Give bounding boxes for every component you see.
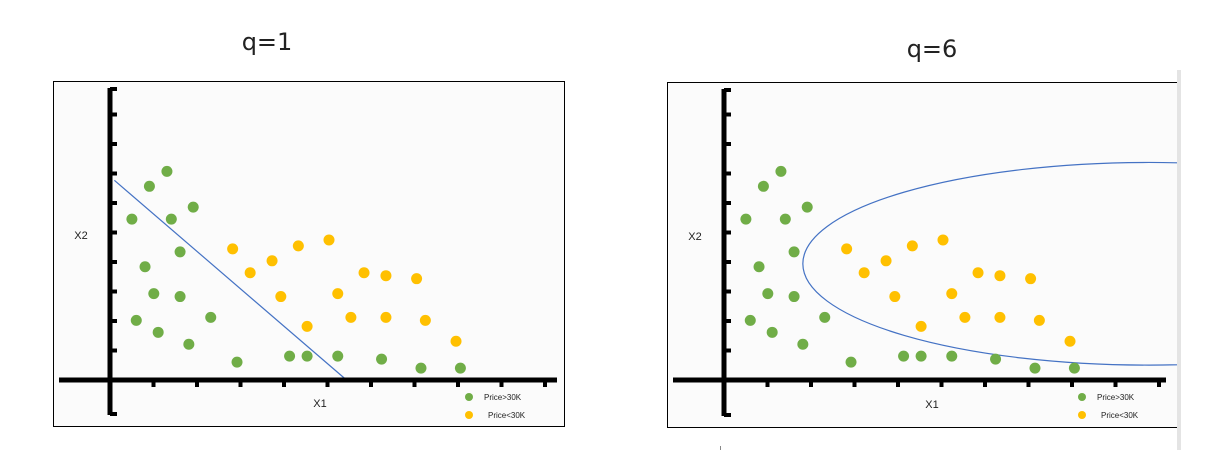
chart-title-q6: q=6: [906, 35, 958, 63]
data-point-orange: [358, 267, 370, 279]
data-point-green: [284, 350, 296, 362]
data-point-orange: [889, 291, 901, 303]
data-point-orange: [323, 234, 335, 246]
data-point-green: [205, 311, 217, 323]
data-point-green: [779, 213, 791, 225]
data-point-green: [231, 356, 243, 368]
y-axis-label: X2: [688, 231, 701, 243]
data-point-orange: [244, 267, 256, 279]
data-point-green: [898, 350, 910, 362]
data-point-orange: [937, 234, 949, 246]
data-point-green: [376, 353, 388, 365]
data-point-orange: [946, 288, 958, 300]
data-point-green: [801, 201, 813, 213]
data-point-orange: [915, 320, 927, 332]
data-point-green: [130, 314, 142, 326]
data-point-green: [753, 261, 765, 273]
data-point-green: [301, 350, 313, 362]
decision-boundary-ellipse: [802, 161, 1177, 366]
data-point-green: [332, 350, 344, 362]
data-point-orange: [994, 270, 1006, 282]
data-point-green: [148, 288, 160, 300]
data-point-orange: [332, 288, 344, 300]
data-point-orange: [1064, 335, 1076, 347]
data-point-green: [187, 201, 199, 213]
data-point-orange: [1033, 314, 1045, 326]
data-point-green: [740, 213, 752, 225]
data-point-green: [845, 356, 857, 368]
legend-marker: [1078, 411, 1086, 419]
data-point-orange: [858, 267, 870, 279]
legend-marker: [465, 411, 473, 419]
data-point-green: [757, 180, 769, 192]
decision-boundary-line: [113, 179, 347, 381]
data-point-green: [143, 180, 155, 192]
data-point-green: [788, 291, 800, 303]
data-point-green: [152, 326, 164, 338]
data-point-orange: [380, 311, 392, 323]
data-point-green: [788, 246, 800, 258]
data-point-green: [139, 261, 151, 273]
legend-label: Price<30K: [488, 411, 526, 420]
data-point-orange: [959, 311, 971, 323]
data-point-orange: [380, 270, 392, 282]
data-point-green: [990, 353, 1002, 365]
legend-marker: [465, 393, 473, 401]
data-point-orange: [972, 267, 984, 279]
data-point-orange: [227, 243, 239, 255]
chart-panel-q1: X2 X1 Price>30K Price<30K: [53, 81, 565, 427]
data-point-orange: [450, 335, 462, 347]
data-point-orange: [841, 243, 853, 255]
data-point-orange: [1025, 273, 1037, 285]
legend-label: Price>30K: [1097, 393, 1135, 402]
scatter-plot-q6: X2 X1 Price>30K Price<30K: [673, 88, 1177, 420]
y-axis-label: X2: [74, 230, 87, 242]
data-point-orange: [994, 311, 1006, 323]
data-point-green: [775, 165, 787, 177]
data-point-green: [1029, 362, 1041, 374]
x-axis-label: X1: [313, 398, 326, 410]
chart-title-q1: q=1: [241, 28, 293, 56]
data-point-green: [744, 314, 756, 326]
data-point-green: [797, 338, 809, 350]
data-point-orange: [906, 240, 918, 252]
data-point-orange: [880, 255, 892, 267]
data-point-green: [165, 213, 177, 225]
data-point-orange: [345, 311, 357, 323]
stray-mark: [720, 446, 721, 450]
data-point-orange: [292, 240, 304, 252]
x-axis-label: X1: [925, 399, 938, 411]
data-point-green: [762, 288, 774, 300]
data-point-green: [819, 311, 831, 323]
data-point-green: [161, 165, 173, 177]
data-point-orange: [301, 320, 313, 332]
data-point-green: [183, 338, 195, 350]
data-point-green: [946, 350, 958, 362]
page-edge-bar: [1177, 70, 1181, 450]
data-point-green: [915, 350, 927, 362]
data-point-green: [1068, 362, 1080, 374]
legend-label: Price>30K: [484, 393, 522, 402]
data-point-green: [126, 213, 138, 225]
legend-label: Price<30K: [1101, 411, 1139, 420]
data-point-green: [766, 326, 778, 338]
data-point-orange: [411, 273, 423, 285]
data-point-green: [415, 362, 427, 374]
data-point-orange: [266, 255, 278, 267]
data-point-orange: [419, 314, 431, 326]
data-point-green: [174, 291, 186, 303]
scatter-plot-q1: X2 X1 Price>30K Price<30K: [59, 87, 557, 420]
data-point-green: [174, 246, 186, 258]
data-point-orange: [275, 291, 287, 303]
legend-marker: [1078, 393, 1086, 401]
chart-panel-q6: X2 X1 Price>30K Price<30K: [667, 82, 1178, 428]
data-point-green: [454, 362, 466, 374]
